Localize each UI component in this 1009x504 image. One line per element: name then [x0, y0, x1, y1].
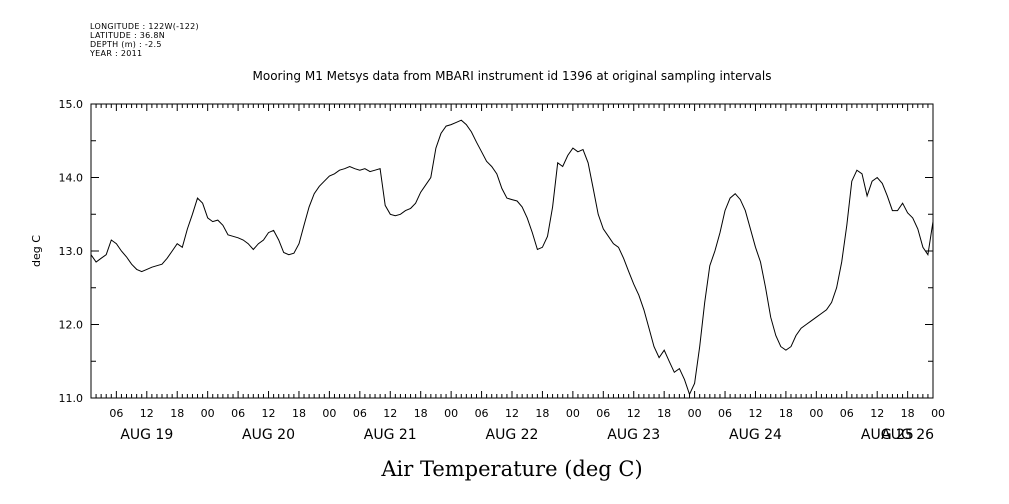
- x-tick-label: 18: [535, 407, 549, 420]
- x-tick-label: 06: [475, 407, 489, 420]
- x-tick-label: 18: [779, 407, 793, 420]
- metadata-line: DEPTH (m) : -2.5: [90, 40, 162, 49]
- x-tick-label: 12: [748, 407, 762, 420]
- x-tick-label: 18: [292, 407, 306, 420]
- day-label: AUG 20: [242, 427, 295, 443]
- y-tick-label: 12.0: [59, 319, 84, 332]
- y-axis-labels: 11.0 12.0 13.0 14.0 15.0: [59, 98, 84, 405]
- metadata-line: LONGITUDE : 122W(-122): [90, 22, 199, 31]
- x-tick-label: 12: [627, 407, 641, 420]
- x-tick-label: 18: [414, 407, 428, 420]
- axis-ticks: [90, 103, 934, 399]
- x-tick-label: 06: [109, 407, 123, 420]
- chart-caption: Air Temperature (deg C): [380, 457, 642, 481]
- day-label: AUG 23: [607, 427, 660, 443]
- x-tick-label: 00: [444, 407, 458, 420]
- day-label: AUG 22: [486, 427, 539, 443]
- x-tick-label: 06: [353, 407, 367, 420]
- series-line: [90, 119, 934, 396]
- day-labels: AUG 19 AUG 20 AUG 21 AUG 22 AUG 23 AUG 24 AUG …: [120, 427, 934, 443]
- y-tick-label: 15.0: [59, 98, 84, 111]
- y-tick-label: 14.0: [59, 172, 84, 185]
- x-tick-label: 00: [809, 407, 823, 420]
- plot-frame: [90, 103, 934, 399]
- x-tick-label: 12: [870, 407, 884, 420]
- x-tick-label: 18: [170, 407, 184, 420]
- x-tick-label: 12: [383, 407, 397, 420]
- metadata-line: LATITUDE : 36.8N: [90, 31, 166, 40]
- x-tick-label: 18: [901, 407, 915, 420]
- x-tick-label: 18: [657, 407, 671, 420]
- metadata-block: LONGITUDE : 122W(-122) LATITUDE : 36.8N …: [90, 22, 199, 58]
- day-label: AUG 24: [729, 427, 782, 443]
- day-label: AUG 19: [120, 427, 173, 443]
- x-tick-label: 12: [505, 407, 519, 420]
- y-tick-label: 13.0: [59, 245, 84, 258]
- day-label: AUG 26: [881, 427, 934, 443]
- day-label: AUG 21: [364, 427, 417, 443]
- metadata-line: YEAR : 2011: [90, 49, 143, 58]
- y-axis-title: deg C: [30, 235, 43, 267]
- x-tick-label: 12: [140, 407, 154, 420]
- x-tick-label: 06: [596, 407, 610, 420]
- x-tick-label: 00: [201, 407, 215, 420]
- x-tick-label: 00: [322, 407, 336, 420]
- x-tick-label: 00: [931, 407, 945, 420]
- x-tick-label: 06: [840, 407, 854, 420]
- x-tick-label: 00: [688, 407, 702, 420]
- y-tick-label: 11.0: [59, 392, 84, 405]
- x-tick-label: 00: [566, 407, 580, 420]
- day-label: AUG 25: [861, 427, 914, 443]
- x-tick-label: 06: [231, 407, 245, 420]
- chart-title: Mooring M1 Metsys data from MBARI instru…: [253, 69, 772, 83]
- x-axis-labels: 06 12 18 00 06 12 18 00 06 12 18 00 06 12 18 00 06 12 18 00…: [109, 407, 945, 420]
- x-tick-label: 06: [718, 407, 732, 420]
- x-tick-label: 12: [262, 407, 276, 420]
